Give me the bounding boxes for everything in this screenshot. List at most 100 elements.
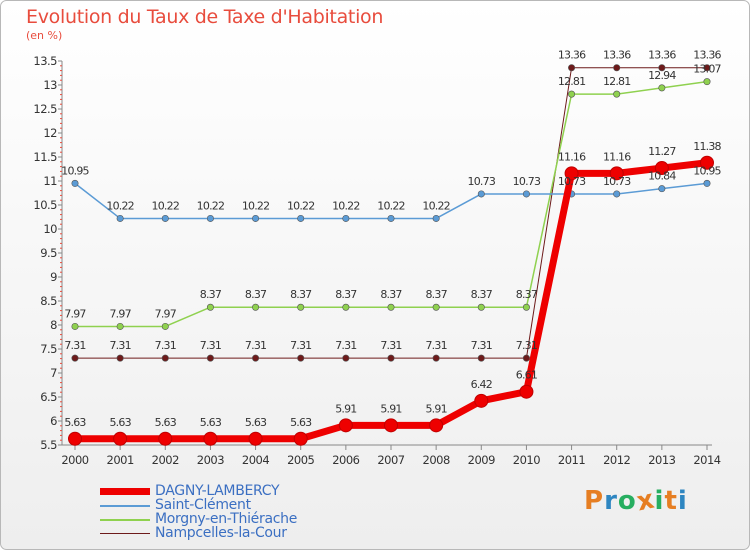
data-point-saint-clement xyxy=(658,185,666,193)
data-label-morgny-en-thierache: 12.81 xyxy=(558,75,586,88)
data-label-dagny-lambercy: 5.91 xyxy=(425,402,446,415)
data-point-dagny-lambercy xyxy=(519,384,534,399)
data-label-dagny-lambercy: 6.61 xyxy=(516,369,537,382)
data-point-morgny-en-thierache xyxy=(658,84,666,92)
data-label-nampcelles-la-cour: 7.31 xyxy=(471,339,492,352)
data-label-morgny-en-thierache: 7.97 xyxy=(155,307,177,320)
data-point-saint-clement xyxy=(387,214,395,222)
y-tick-label: 8 xyxy=(50,318,57,332)
data-point-morgny-en-thierache xyxy=(703,78,711,86)
data-point-nampcelles-la-cour xyxy=(477,354,485,362)
logo-letter: i xyxy=(677,486,688,516)
data-point-morgny-en-thierache xyxy=(71,322,79,330)
logo-letter: i xyxy=(654,486,665,516)
proxiti-logo[interactable]: Proxiti xyxy=(584,484,688,517)
x-tick-label: 2006 xyxy=(332,453,359,467)
data-label-saint-clement: 10.22 xyxy=(197,199,225,212)
data-point-saint-clement xyxy=(252,214,260,222)
chart-unit: (en %) xyxy=(26,29,63,42)
data-point-nampcelles-la-cour xyxy=(387,354,395,362)
data-label-morgny-en-thierache: 8.37 xyxy=(290,288,312,301)
data-label-dagny-lambercy: 5.63 xyxy=(290,416,312,429)
data-label-nampcelles-la-cour: 7.31 xyxy=(155,339,176,352)
data-label-saint-clement: 10.73 xyxy=(603,175,631,188)
data-point-saint-clement xyxy=(522,190,530,198)
data-point-nampcelles-la-cour xyxy=(703,64,711,72)
logo-letter: P xyxy=(584,486,605,516)
x-tick-label: 2007 xyxy=(377,453,404,467)
chart-title: Evolution du Taux de Taxe d'Habitation xyxy=(26,6,384,28)
data-label-morgny-en-thierache: 8.37 xyxy=(335,288,357,301)
data-point-dagny-lambercy xyxy=(248,431,263,446)
data-point-dagny-lambercy xyxy=(113,431,128,446)
legend-item-saint-clement: Saint-Clément xyxy=(100,497,360,513)
y-tick-label: 5.5 xyxy=(40,438,57,452)
data-label-saint-clement: 10.22 xyxy=(377,199,405,212)
data-point-saint-clement xyxy=(116,214,124,222)
data-point-dagny-lambercy xyxy=(654,161,669,176)
data-point-morgny-en-thierache xyxy=(116,322,124,330)
data-point-nampcelles-la-cour xyxy=(522,354,530,362)
data-point-dagny-lambercy xyxy=(293,431,308,446)
data-point-morgny-en-thierache xyxy=(297,303,305,311)
y-tick-label: 11.5 xyxy=(33,150,57,164)
data-point-dagny-lambercy xyxy=(338,418,353,433)
data-point-dagny-lambercy xyxy=(609,166,624,181)
data-point-nampcelles-la-cour xyxy=(432,354,440,362)
data-label-dagny-lambercy: 5.63 xyxy=(245,416,267,429)
legend-item-nampcelles-la-cour: Nampcelles-la-Cour xyxy=(100,525,360,541)
y-tick-label: 13 xyxy=(43,78,57,92)
data-point-morgny-en-thierache xyxy=(432,303,440,311)
x-tick-label: 2013 xyxy=(648,453,675,467)
data-point-nampcelles-la-cour xyxy=(568,64,576,72)
legend-label-dagny-lambercy: DAGNY-LAMBERCY xyxy=(155,483,280,499)
data-label-morgny-en-thierache: 8.37 xyxy=(471,288,493,301)
data-point-nampcelles-la-cour xyxy=(71,354,79,362)
y-tick-label: 7.5 xyxy=(40,342,57,356)
data-label-morgny-en-thierache: 8.37 xyxy=(380,288,402,301)
data-point-dagny-lambercy xyxy=(158,431,173,446)
data-label-dagny-lambercy: 11.27 xyxy=(648,145,676,158)
data-point-dagny-lambercy xyxy=(203,431,218,446)
y-tick-label: 9.5 xyxy=(40,246,57,260)
data-label-dagny-lambercy: 5.63 xyxy=(109,416,131,429)
y-tick-label: 8.5 xyxy=(40,294,57,308)
data-label-morgny-en-thierache: 12.81 xyxy=(603,75,631,88)
legend-label-nampcelles-la-cour: Nampcelles-la-Cour xyxy=(155,525,287,541)
data-point-morgny-en-thierache xyxy=(161,322,169,330)
x-tick-label: 2004 xyxy=(242,453,269,467)
data-point-saint-clement xyxy=(297,214,305,222)
legend-label-morgny-en-thierache: Morgny-en-Thiérache xyxy=(155,511,298,527)
data-label-saint-clement: 10.22 xyxy=(242,199,270,212)
data-point-dagny-lambercy xyxy=(429,418,444,433)
data-label-saint-clement: 10.73 xyxy=(468,175,496,188)
x-tick-label: 2010 xyxy=(513,453,540,467)
data-label-nampcelles-la-cour: 7.31 xyxy=(380,339,401,352)
y-tick-label: 6 xyxy=(50,414,57,428)
y-tick-label: 13.5 xyxy=(33,54,57,68)
data-label-morgny-en-thierache: 8.37 xyxy=(425,288,447,301)
x-tick-label: 2005 xyxy=(287,453,314,467)
data-label-nampcelles-la-cour: 13.36 xyxy=(603,49,631,62)
data-label-dagny-lambercy: 11.16 xyxy=(558,150,586,163)
data-point-morgny-en-thierache xyxy=(206,303,214,311)
data-point-saint-clement xyxy=(477,190,485,198)
y-tick-label: 11 xyxy=(43,174,57,188)
data-point-morgny-en-thierache xyxy=(568,90,576,98)
x-tick-label: 2009 xyxy=(468,453,495,467)
legend-swatch-nampcelles-la-cour xyxy=(100,533,150,534)
x-tick-label: 2001 xyxy=(107,453,134,467)
data-point-saint-clement xyxy=(432,214,440,222)
data-point-morgny-en-thierache xyxy=(613,90,621,98)
legend-item-dagny-lambercy: DAGNY-LAMBERCY xyxy=(100,483,360,499)
legend-label-saint-clement: Saint-Clément xyxy=(155,497,251,513)
data-label-saint-clement: 10.22 xyxy=(332,199,360,212)
data-point-nampcelles-la-cour xyxy=(161,354,169,362)
x-tick-label: 2000 xyxy=(61,453,88,467)
data-label-saint-clement: 10.22 xyxy=(106,199,134,212)
y-tick-label: 6.5 xyxy=(40,390,57,404)
data-label-saint-clement: 10.73 xyxy=(558,175,586,188)
x-tick-label: 2002 xyxy=(152,453,179,467)
